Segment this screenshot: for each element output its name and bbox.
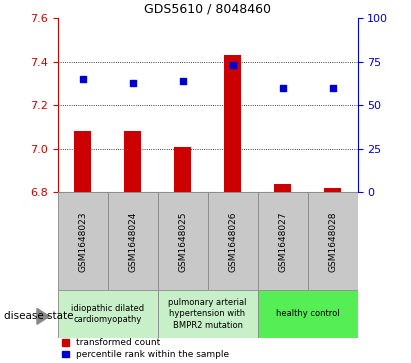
Text: GSM1648024: GSM1648024 — [128, 211, 137, 272]
FancyBboxPatch shape — [208, 192, 258, 290]
Point — [179, 78, 186, 84]
FancyBboxPatch shape — [307, 192, 358, 290]
FancyBboxPatch shape — [258, 192, 307, 290]
Text: GSM1648026: GSM1648026 — [228, 211, 237, 272]
Point — [279, 85, 286, 91]
Bar — [74, 131, 91, 192]
Text: GSM1648023: GSM1648023 — [78, 211, 87, 272]
Text: disease state: disease state — [4, 311, 74, 321]
FancyBboxPatch shape — [58, 290, 157, 338]
Bar — [174, 147, 191, 192]
FancyBboxPatch shape — [108, 192, 157, 290]
Polygon shape — [37, 309, 49, 325]
Bar — [124, 131, 141, 192]
Legend: transformed count, percentile rank within the sample: transformed count, percentile rank withi… — [62, 338, 230, 359]
Text: pulmonary arterial
hypertension with
BMPR2 mutation: pulmonary arterial hypertension with BMP… — [169, 298, 247, 330]
FancyBboxPatch shape — [258, 290, 358, 338]
Point — [329, 85, 336, 91]
Bar — [224, 55, 241, 192]
Bar — [274, 184, 291, 192]
Text: GSM1648027: GSM1648027 — [278, 211, 287, 272]
Bar — [324, 188, 341, 192]
Text: GSM1648025: GSM1648025 — [178, 211, 187, 272]
Title: GDS5610 / 8048460: GDS5610 / 8048460 — [144, 3, 271, 16]
Point — [79, 76, 86, 82]
FancyBboxPatch shape — [157, 290, 258, 338]
Point — [129, 80, 136, 86]
Text: idiopathic dilated
cardiomyopathy: idiopathic dilated cardiomyopathy — [71, 304, 144, 324]
FancyBboxPatch shape — [157, 192, 208, 290]
FancyBboxPatch shape — [58, 192, 108, 290]
Point — [229, 62, 236, 68]
Text: healthy control: healthy control — [276, 310, 339, 318]
Text: GSM1648028: GSM1648028 — [328, 211, 337, 272]
